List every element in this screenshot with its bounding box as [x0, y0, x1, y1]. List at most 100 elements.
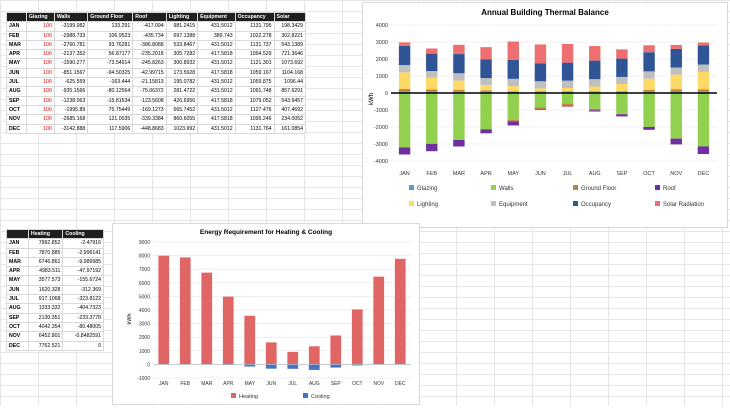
table-cell[interactable]: 1059.875	[235, 78, 274, 87]
row-label-cell[interactable]: APR	[7, 50, 27, 59]
table-cell[interactable]: 4042.354	[28, 322, 63, 331]
table-cell[interactable]: 3577.573	[28, 276, 63, 285]
table-cell[interactable]: 407.4692	[274, 105, 306, 114]
table-cell[interactable]: -2760.781	[54, 40, 87, 49]
row-label-cell[interactable]: MAR	[7, 257, 29, 266]
row-label-cell[interactable]: JAN	[7, 239, 29, 248]
table-cell[interactable]: -312.369	[63, 285, 104, 294]
table-cell[interactable]: -404.7323	[63, 304, 104, 313]
table-cell[interactable]: 857.6291	[274, 87, 306, 96]
table-cell[interactable]: -1590.277	[54, 59, 87, 68]
table-cell[interactable]: 389.743	[198, 31, 236, 40]
table-cell[interactable]: 100	[26, 78, 54, 87]
table-cell[interactable]: -448.8683	[133, 124, 166, 133]
table-cell[interactable]: 543.1389	[274, 40, 306, 49]
table-cell[interactable]: -323.8122	[63, 295, 104, 304]
table-cell[interactable]: 431.5012	[198, 59, 236, 68]
table-cell[interactable]: -42.99715	[133, 68, 166, 77]
row-label-cell[interactable]: AUG	[7, 304, 29, 313]
table-cell[interactable]: 198.3429	[274, 22, 306, 31]
table-cell[interactable]: 56.87177	[88, 50, 133, 59]
table-cell[interactable]: 281.4722	[166, 87, 197, 96]
row-label-cell[interactable]: FEB	[7, 248, 29, 257]
table-cell[interactable]: -75.06372	[133, 87, 166, 96]
table-cell[interactable]: 417.5818	[198, 50, 236, 59]
row-label-cell[interactable]: SEP	[7, 313, 29, 322]
table-cell[interactable]: 417.5818	[198, 68, 236, 77]
table-cell[interactable]: 234.0052	[274, 115, 306, 124]
table-cell[interactable]: 1094.529	[235, 50, 274, 59]
table-cell[interactable]: 431.5012	[198, 40, 236, 49]
table-cell[interactable]: -245.8263	[133, 59, 166, 68]
row-label-cell[interactable]: NOV	[7, 115, 27, 124]
table-cell[interactable]: 121.0035	[88, 115, 133, 124]
table-cell[interactable]: -15.81534	[88, 96, 133, 105]
table-cell[interactable]: 100	[26, 87, 54, 96]
table-cell[interactable]: 7762.521	[28, 341, 63, 350]
table-cell[interactable]: 1620.328	[28, 285, 63, 294]
table-cell[interactable]: -417.094	[133, 22, 166, 31]
table-cell[interactable]: 431.5012	[198, 78, 236, 87]
table-cell[interactable]: 100	[26, 124, 54, 133]
table-cell[interactable]: 2130.351	[28, 313, 63, 322]
table-cell[interactable]: -80.48005	[63, 322, 104, 331]
table-cell[interactable]: -233.3778	[63, 313, 104, 322]
table-cell[interactable]: -9.989985	[63, 257, 104, 266]
table-cell[interactable]: 1022.278	[235, 31, 274, 40]
table-cell[interactable]: 431.5012	[198, 124, 236, 133]
table-cell[interactable]: 75.75449	[88, 105, 133, 114]
table-cell[interactable]: 1121.301	[235, 59, 274, 68]
table-cell[interactable]: -235.2018	[133, 50, 166, 59]
table-cell[interactable]: 1131.795	[235, 22, 274, 31]
table-cell[interactable]: 431.5012	[198, 22, 236, 31]
table-cell[interactable]: 1096.44	[274, 78, 306, 87]
table-cell[interactable]: 1079.052	[235, 96, 274, 105]
table-cell[interactable]: 300.8932	[166, 59, 197, 68]
row-label-cell[interactable]: MAY	[7, 276, 29, 285]
table-cell[interactable]: 543.9457	[274, 96, 306, 105]
row-label-cell[interactable]: OCT	[7, 322, 29, 331]
table-cell[interactable]: 1059.167	[235, 68, 274, 77]
table-cell[interactable]: 533.8467	[166, 40, 197, 49]
table-cell[interactable]: 917.1068	[28, 295, 63, 304]
table-cell[interactable]: 173.5928	[166, 68, 197, 77]
table-cell[interactable]: 161.0854	[274, 124, 306, 133]
table-cell[interactable]: -2685.168	[54, 115, 87, 124]
table-cell[interactable]: 1091.748	[235, 87, 274, 96]
row-label-cell[interactable]: DEC	[7, 124, 27, 133]
row-label-cell[interactable]: JAN	[7, 22, 27, 31]
table-cell[interactable]: 100	[26, 68, 54, 77]
table-cell[interactable]: 100	[26, 31, 54, 40]
table-cell[interactable]: 1333.332	[28, 304, 63, 313]
table-cell[interactable]: 431.5012	[198, 105, 236, 114]
table-cell[interactable]: 1131.764	[235, 124, 274, 133]
row-label-cell[interactable]: OCT	[7, 105, 27, 114]
table-cell[interactable]: -73.54914	[88, 59, 133, 68]
table-cell[interactable]: 426.6956	[166, 96, 197, 105]
table-cell[interactable]: 195.0782	[166, 78, 197, 87]
row-label-cell[interactable]: JUN	[7, 68, 27, 77]
table-cell[interactable]: 106.9523	[88, 31, 133, 40]
table-cell[interactable]: 431.5012	[198, 87, 236, 96]
table-cell[interactable]: 6746.861	[28, 257, 63, 266]
row-label-cell[interactable]: FEB	[7, 31, 27, 40]
row-label-cell[interactable]: NOV	[7, 332, 29, 341]
table-cell[interactable]: 665.7452	[166, 105, 197, 114]
table-cell[interactable]: -435.734	[133, 31, 166, 40]
table-cell[interactable]: -21.15813	[133, 78, 166, 87]
table-cell[interactable]: -94.50325	[88, 68, 133, 77]
table-cell[interactable]: -2.47916	[63, 239, 104, 248]
table-cell[interactable]: 1127.476	[235, 105, 274, 114]
table-cell[interactable]: 100	[26, 105, 54, 114]
table-cell[interactable]: 7992.852	[28, 239, 63, 248]
row-label-cell[interactable]: JUN	[7, 285, 29, 294]
table-cell[interactable]: 100	[26, 96, 54, 105]
row-label-cell[interactable]: MAY	[7, 59, 27, 68]
table-cell[interactable]: 100	[26, 115, 54, 124]
table-cell[interactable]: -2.996141	[63, 248, 104, 257]
table-cell[interactable]: -339.3384	[133, 115, 166, 124]
table-cell[interactable]: 1095.246	[235, 115, 274, 124]
table-cell[interactable]: 6452.801	[28, 332, 63, 341]
table-cell[interactable]: -3199.982	[54, 22, 87, 31]
table-cell[interactable]: -2137.352	[54, 50, 87, 59]
